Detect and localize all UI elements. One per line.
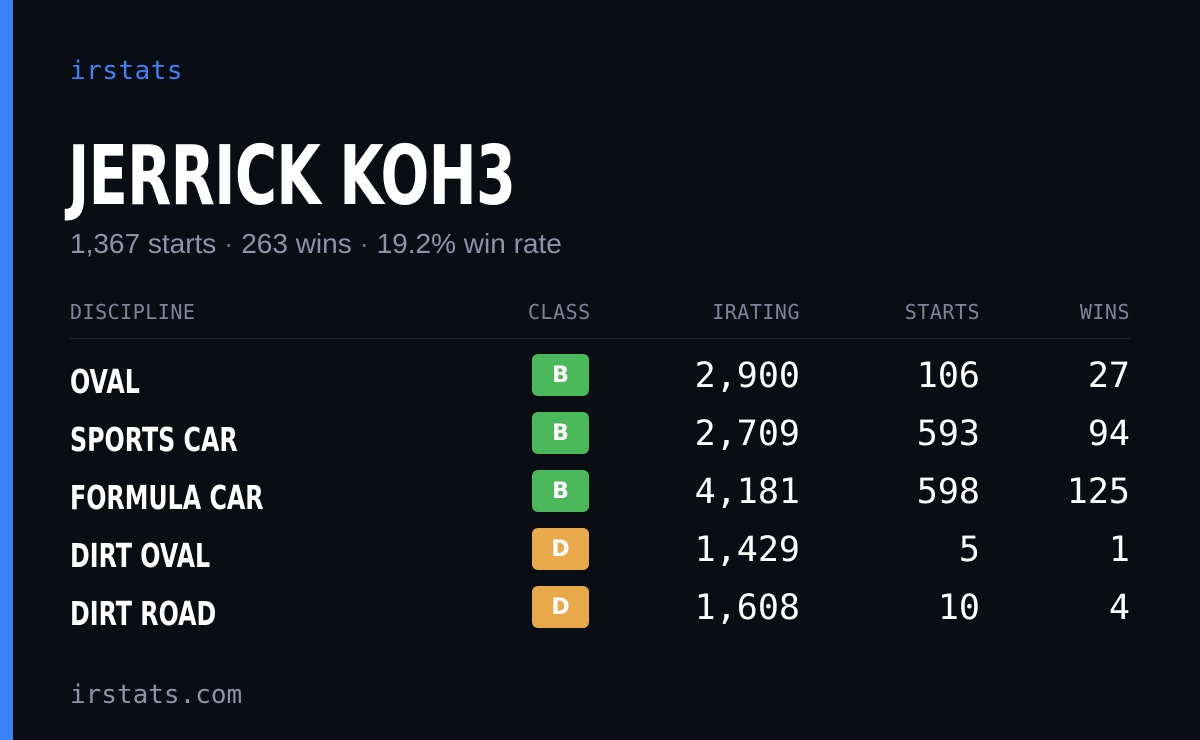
starts-value: 593 — [916, 414, 980, 454]
irating-value: 2,709 — [694, 414, 800, 454]
irating-value: 1,608 — [694, 588, 800, 628]
wins-value: 4 — [1108, 588, 1130, 628]
brand-logo-text: irstats — [70, 56, 184, 86]
table-row: OVAL B 2,900 106 27 — [70, 350, 1130, 408]
discipline-table: OVAL B 2,900 106 27 SPORTS CAR B 2,709 5… — [70, 350, 1130, 640]
table-row: DIRT ROAD D 1,608 10 4 — [70, 582, 1130, 640]
wins-total: 263 wins — [241, 228, 352, 259]
footer-url: irstats.com — [70, 680, 243, 710]
summary-separator: · — [351, 228, 377, 259]
class-badge: B — [532, 412, 589, 454]
table-header: DISCIPLINE CLASS IRATING STARTS WINS — [70, 300, 1130, 339]
header-irating: IRATING — [712, 300, 800, 324]
table-row: FORMULA CAR B 4,181 598 125 — [70, 466, 1130, 524]
accent-bar — [0, 0, 13, 740]
irating-value: 4,181 — [694, 472, 800, 512]
wins-value: 27 — [1087, 356, 1130, 396]
discipline-name: DIRT ROAD — [70, 594, 217, 633]
irating-value: 2,900 — [694, 356, 800, 396]
summary-separator: · — [216, 228, 242, 259]
header-starts: STARTS — [904, 300, 980, 324]
header-class: CLASS — [528, 300, 591, 324]
starts-total: 1,367 starts — [70, 228, 217, 259]
starts-value: 598 — [916, 472, 980, 512]
class-badge: B — [532, 470, 589, 512]
starts-value: 10 — [937, 588, 980, 628]
class-badge: B — [532, 354, 589, 396]
starts-value: 106 — [916, 356, 980, 396]
irating-value: 1,429 — [694, 530, 800, 570]
wins-value: 1 — [1108, 530, 1130, 570]
table-row: DIRT OVAL D 1,429 5 1 — [70, 524, 1130, 582]
win-rate: 19.2% win rate — [376, 228, 562, 259]
class-badge: D — [532, 528, 589, 570]
table-row: SPORTS CAR B 2,709 593 94 — [70, 408, 1130, 466]
discipline-name: OVAL — [70, 362, 140, 401]
discipline-name: SPORTS CAR — [70, 420, 238, 459]
driver-name: JERRICK KOH3 — [68, 129, 516, 224]
driver-summary: 1,367 starts · 263 wins · 19.2% win rate — [70, 228, 562, 260]
wins-value: 94 — [1087, 414, 1130, 454]
discipline-name: FORMULA CAR — [70, 478, 264, 517]
header-wins: WINS — [1079, 300, 1130, 324]
starts-value: 5 — [958, 530, 980, 570]
class-badge: D — [532, 586, 589, 628]
discipline-name: DIRT OVAL — [70, 536, 211, 575]
wins-value: 125 — [1066, 472, 1130, 512]
header-discipline: DISCIPLINE — [70, 300, 196, 324]
